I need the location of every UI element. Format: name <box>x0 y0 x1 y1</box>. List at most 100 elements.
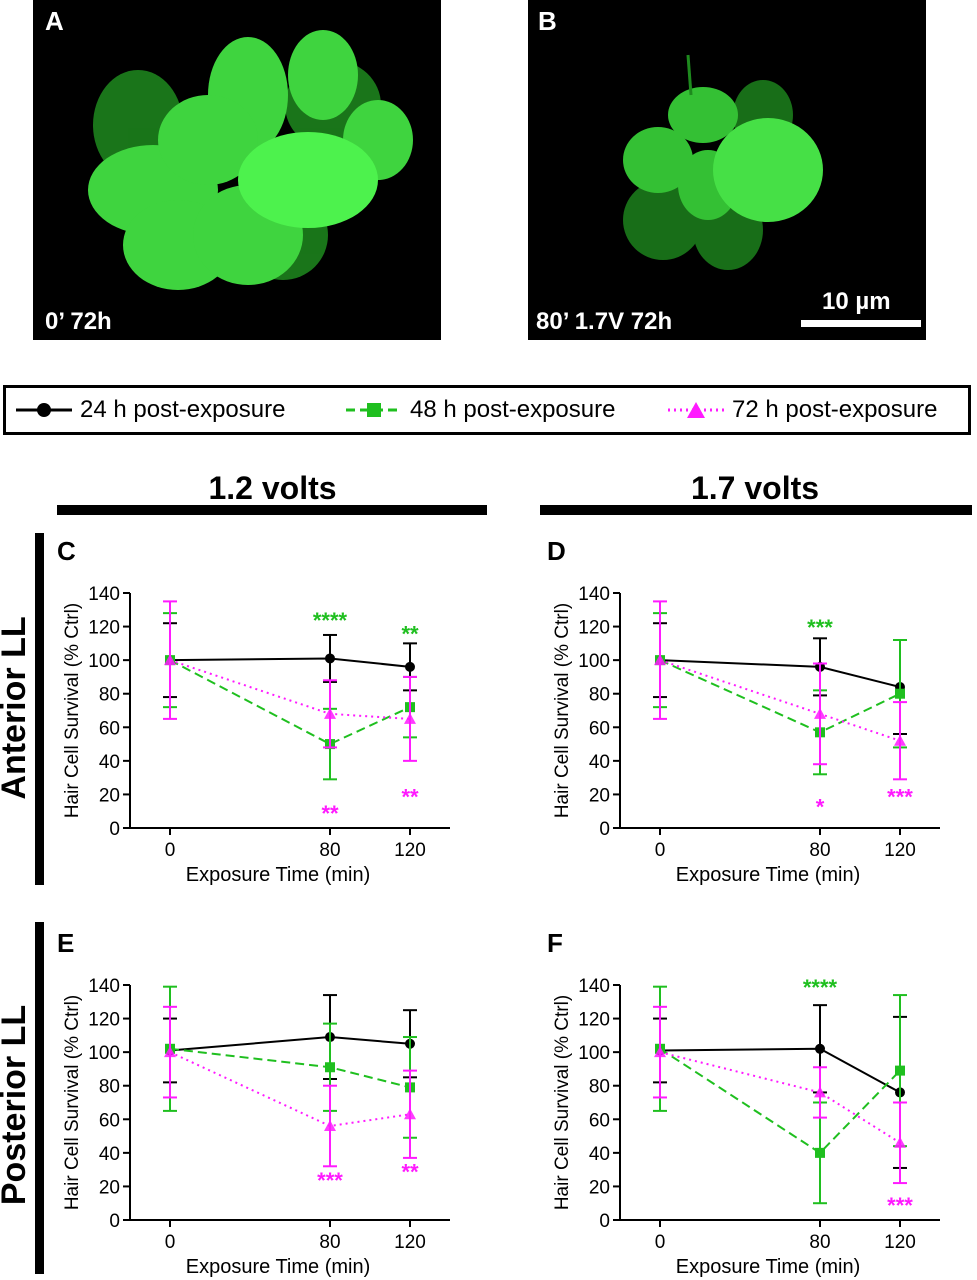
chart-panel-c: C 0 20 40 60 80 100 120 140 0 80 120 Exposure Time (… <box>57 536 450 886</box>
legend-swatch-24h <box>16 403 72 417</box>
y-tick-label: 40 <box>99 1144 120 1165</box>
y-tick-label: 140 <box>578 976 610 997</box>
series-72h <box>163 600 417 762</box>
data-point <box>815 1043 825 1054</box>
data-point <box>654 654 666 666</box>
y-tick-label: 140 <box>578 584 610 605</box>
y-tick-label: 20 <box>99 1177 120 1198</box>
data-point <box>894 734 906 746</box>
series-line-72h <box>659 1051 901 1144</box>
data-point <box>895 688 905 699</box>
y-tick-label: 100 <box>88 651 120 672</box>
x-tick-label: 0 <box>655 1232 666 1253</box>
y-tick-label: 0 <box>599 1211 610 1232</box>
y-tick-label: 60 <box>589 718 610 739</box>
significance-label: **** <box>313 608 348 633</box>
x-axis-label: Exposure Time (min) <box>676 864 861 886</box>
x-tick-label: 80 <box>319 840 340 861</box>
x-axis-label: Exposure Time (min) <box>676 1256 861 1278</box>
panel-label-e: E <box>57 928 74 958</box>
series-line-48h <box>659 1047 901 1155</box>
series-24h <box>653 622 907 735</box>
y-tick-label: 20 <box>589 1177 610 1198</box>
y-tick-label: 20 <box>589 785 610 806</box>
chart-panel-e: E 0 20 40 60 80 100 120 140 0 80 120 Exposure Time (… <box>57 928 450 1278</box>
significance-label: ** <box>321 801 339 826</box>
x-tick-label: 0 <box>165 840 176 861</box>
y-tick-label: 80 <box>99 685 120 706</box>
y-tick-label: 120 <box>578 1010 610 1031</box>
row-header-anterior: Anterior LL <box>0 616 33 800</box>
row-rule-anterior <box>35 533 44 885</box>
chart-panel-f: F 0 20 40 60 80 100 120 140 0 80 120 Exposure Time (… <box>547 928 940 1278</box>
chart-panel-d: D 0 20 40 60 80 100 120 140 0 80 120 Exposure Time (… <box>547 536 940 886</box>
significance-label: *** <box>887 784 913 809</box>
legend-label-48h: 48 h post-exposure <box>410 396 616 423</box>
panel-label-c: C <box>57 536 76 566</box>
y-tick-label: 60 <box>589 1110 610 1131</box>
series-24h <box>163 994 417 1084</box>
micrograph-b: B 80’ 1.7V 72h 10 µm <box>528 0 926 340</box>
significance-label: **** <box>803 975 838 1000</box>
data-point <box>164 654 176 666</box>
data-point <box>324 707 336 719</box>
series-48h <box>653 985 907 1205</box>
y-tick-label: 120 <box>578 618 610 639</box>
hair-cell-rosette-image-a <box>88 30 413 290</box>
y-tick-label: 140 <box>88 976 120 997</box>
row-rule-posterior <box>35 922 44 1274</box>
scalebar-label: 10 µm <box>822 288 891 315</box>
y-tick-label: 0 <box>599 819 610 840</box>
legend-swatch-48h <box>346 403 402 417</box>
legend-swatch-72h <box>668 402 724 418</box>
y-axis-label: Hair Cell Survival (% Ctrl) <box>62 995 83 1210</box>
x-tick-label: 80 <box>319 1232 340 1253</box>
series-24h <box>163 622 417 699</box>
series-72h <box>653 1005 907 1185</box>
series-line-48h <box>169 659 411 746</box>
scalebar <box>801 320 921 327</box>
legend: 24 h post-exposure 48 h post-exposure 72… <box>3 385 971 435</box>
series-72h <box>653 600 907 781</box>
series-48h <box>653 612 907 776</box>
y-tick-label: 80 <box>99 1077 120 1098</box>
series-72h <box>163 1005 417 1168</box>
x-tick-label: 80 <box>809 840 830 861</box>
x-axis-label: Exposure Time (min) <box>186 864 371 886</box>
y-tick-label: 60 <box>99 718 120 739</box>
y-tick-label: 120 <box>88 1010 120 1031</box>
legend-item-24h: 24 h post-exposure <box>14 388 285 432</box>
data-point <box>894 1136 906 1148</box>
significance-label: *** <box>887 1193 913 1218</box>
y-tick-label: 20 <box>99 785 120 806</box>
significance-label: * <box>816 795 825 820</box>
y-tick-label: 80 <box>589 1077 610 1098</box>
y-tick-label: 140 <box>88 584 120 605</box>
hair-cell-rosette-image-b <box>623 54 823 270</box>
x-tick-label: 80 <box>809 1232 830 1253</box>
y-tick-label: 80 <box>589 685 610 706</box>
column-rule-1-7-volts <box>540 505 972 515</box>
y-tick-label: 40 <box>99 752 120 773</box>
series-48h <box>163 985 417 1139</box>
legend-item-48h: 48 h post-exposure <box>344 388 615 432</box>
y-axis-label: Hair Cell Survival (% Ctrl) <box>552 603 573 818</box>
x-tick-label: 120 <box>884 1232 916 1253</box>
y-tick-label: 40 <box>589 752 610 773</box>
column-header-1-2-volts: 1.2 volts <box>208 470 337 506</box>
micrograph-a: A 0’ 72h <box>33 0 441 340</box>
legend-label-24h: 24 h post-exposure <box>80 396 286 423</box>
significance-label: *** <box>317 1168 343 1193</box>
y-tick-label: 0 <box>109 819 120 840</box>
column-header-1-7-volts: 1.7 volts <box>690 470 820 506</box>
significance-label: *** <box>807 615 833 640</box>
y-tick-label: 100 <box>578 651 610 672</box>
x-axis-label: Exposure Time (min) <box>186 1256 371 1278</box>
significance-label: ** <box>401 622 419 647</box>
micrograph-a-caption: 0’ 72h <box>45 308 112 335</box>
series-48h <box>163 612 417 781</box>
data-point <box>654 1046 666 1058</box>
series-line-48h <box>169 1047 411 1089</box>
data-point <box>405 661 415 672</box>
panel-label-d: D <box>547 536 566 566</box>
